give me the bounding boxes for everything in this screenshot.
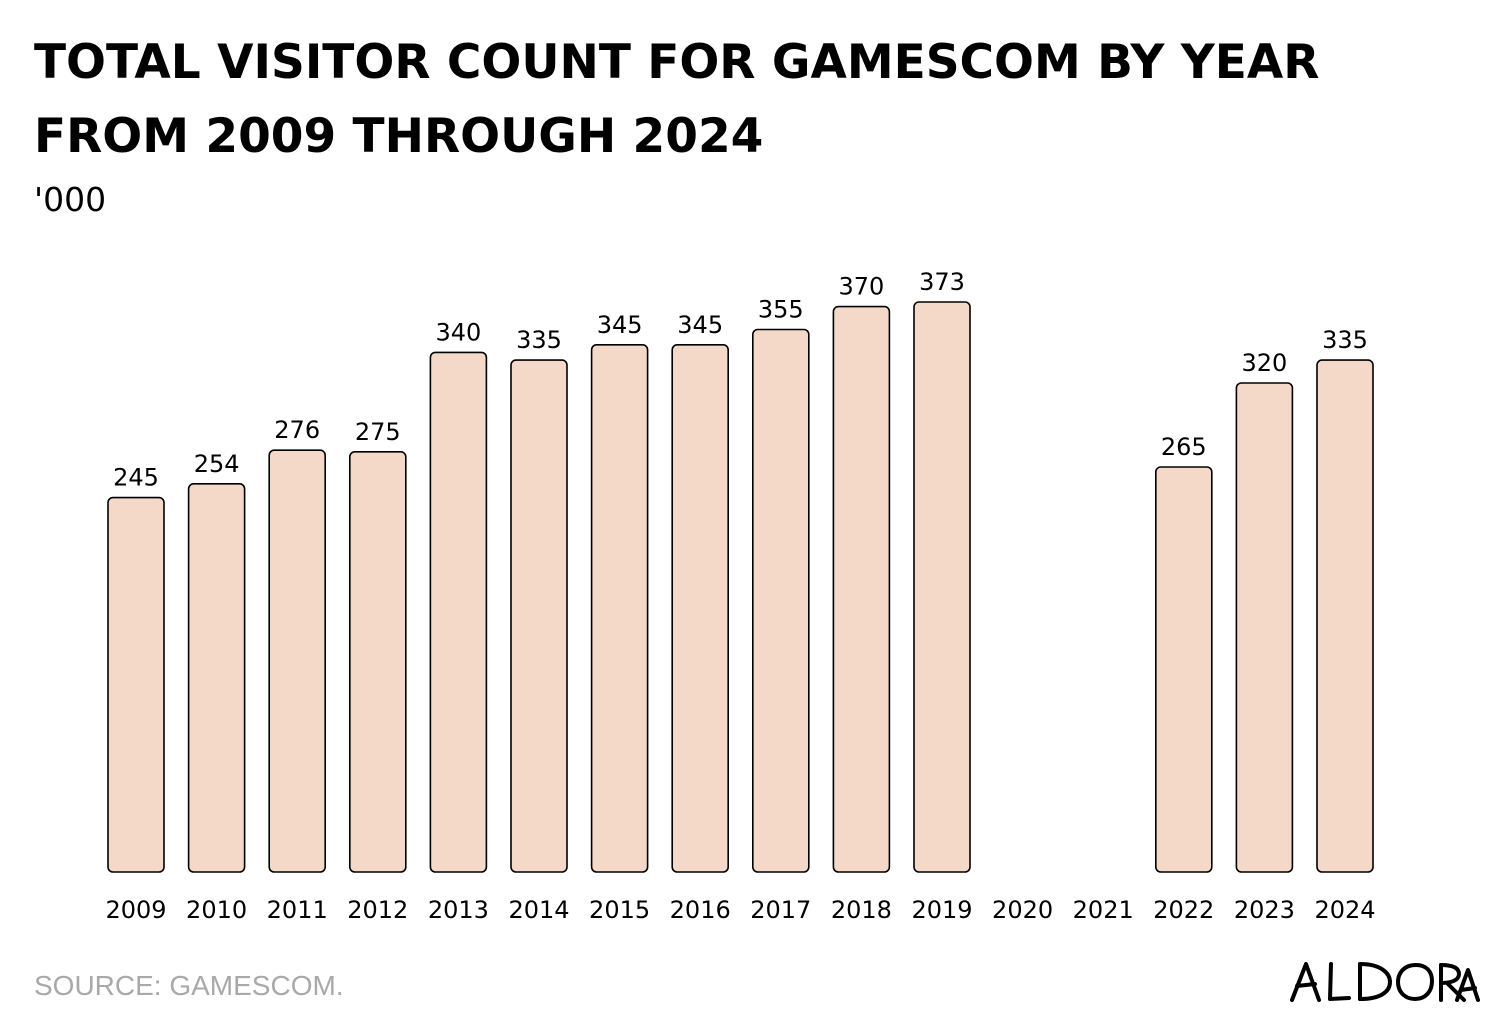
data-label-2011: 276 (274, 416, 320, 444)
x-tick-2023: 2023 (1234, 896, 1295, 924)
bar-2012 (348, 450, 407, 873)
x-tick-2011: 2011 (267, 896, 328, 924)
bar-2022 (1155, 466, 1213, 873)
x-tick-2016: 2016 (670, 896, 731, 924)
data-label-2009: 245 (113, 464, 159, 492)
data-label-2013: 340 (435, 318, 481, 346)
data-label-2014: 335 (516, 326, 562, 354)
x-tick-2018: 2018 (831, 896, 892, 924)
bar-2023 (1235, 382, 1294, 873)
x-tick-2017: 2017 (750, 896, 811, 924)
x-tick-2020: 2020 (992, 896, 1053, 924)
data-label-2016: 345 (677, 311, 723, 339)
bar-2015 (590, 343, 649, 873)
data-label-2010: 254 (194, 450, 240, 478)
data-label-2018: 370 (838, 273, 884, 301)
x-tick-2024: 2024 (1314, 896, 1375, 924)
x-tick-2010: 2010 (186, 896, 247, 924)
x-tick-2015: 2015 (589, 896, 650, 924)
bar-2014 (510, 359, 568, 873)
x-axis-tick-labels: 2009 2010 2011 2012 2013 2014 2015 2016 2017 2018… (105, 896, 1375, 924)
bar-2009 (107, 496, 165, 873)
bars-group (107, 301, 1374, 873)
x-tick-2012: 2012 (347, 896, 408, 924)
bar-2011 (268, 449, 327, 873)
unit-label: '000 (34, 180, 107, 219)
bar-2018 (832, 305, 891, 873)
bar-2024 (1316, 359, 1374, 873)
data-label-2012: 275 (355, 418, 401, 446)
x-tick-2014: 2014 (508, 896, 569, 924)
bar-2013 (429, 351, 488, 873)
data-label-2022: 265 (1161, 433, 1207, 461)
data-label-2015: 345 (597, 311, 643, 339)
data-label-2019: 373 (919, 268, 965, 296)
chart-title: TOTAL VISITOR COUNT FOR GAMESCOM BY YEAR… (34, 35, 1320, 164)
data-label-2017: 355 (758, 296, 804, 324)
bar-2019 (913, 301, 971, 873)
data-label-2024: 335 (1322, 326, 1368, 354)
data-labels-group: 245 254 276 275 340 335 345 345 355 370 373 265 320 3… (113, 268, 1368, 492)
x-tick-2021: 2021 (1073, 896, 1134, 924)
x-tick-2022: 2022 (1153, 896, 1214, 924)
bar-2017 (751, 328, 810, 873)
aldora-logo (1290, 962, 1480, 1002)
x-tick-2013: 2013 (428, 896, 489, 924)
source-note: SOURCE: GAMESCOM. (34, 970, 344, 1001)
bar-2016 (671, 343, 730, 873)
bar-2010 (187, 482, 246, 873)
data-label-2023: 320 (1241, 349, 1287, 377)
x-tick-2019: 2019 (911, 896, 972, 924)
x-tick-2009: 2009 (105, 896, 166, 924)
